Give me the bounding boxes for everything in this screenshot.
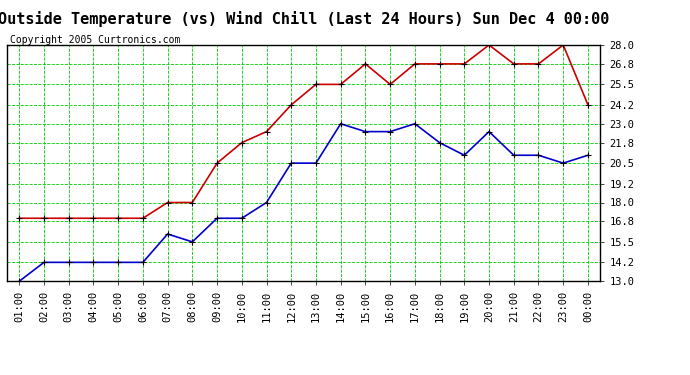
Text: Outside Temperature (vs) Wind Chill (Last 24 Hours) Sun Dec 4 00:00: Outside Temperature (vs) Wind Chill (Las… [0, 11, 609, 27]
Text: Copyright 2005 Curtronics.com: Copyright 2005 Curtronics.com [10, 34, 180, 45]
